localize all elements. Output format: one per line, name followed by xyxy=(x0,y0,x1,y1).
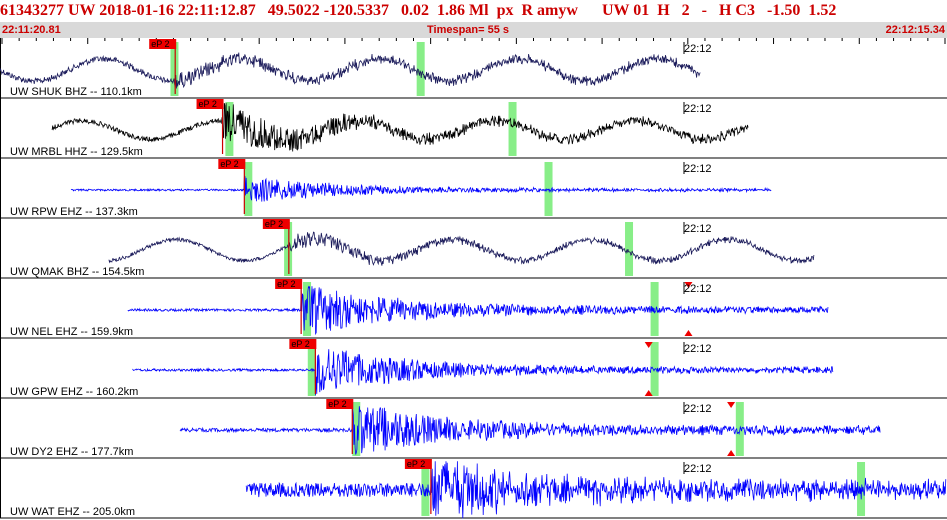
mag-type: Ml xyxy=(469,2,489,19)
station-label: UW QMAK BHZ -- 154.5km xyxy=(10,266,144,278)
amplitude-marker-bottom xyxy=(684,330,693,336)
network: UW xyxy=(68,2,96,19)
trace-panel[interactable]: eP 2 22:12 UW DY2 EHZ -- 177.7km xyxy=(0,398,947,459)
value-2: 1.52 xyxy=(808,2,837,19)
pick-window-highlight xyxy=(650,282,659,336)
dash: - xyxy=(701,2,707,19)
p-pick-label: eP 2 xyxy=(407,459,425,469)
event-id: 61343277 xyxy=(0,2,64,19)
waveform xyxy=(108,231,815,266)
hc-flag: H C3 xyxy=(718,2,755,19)
time-range-bar: 22:11:20.81 Timespan= 55 s 22:12:15.34 xyxy=(0,22,947,38)
p-pick-label: eP 2 xyxy=(328,399,346,409)
depth: 0.02 xyxy=(401,2,430,19)
p-pick-flag[interactable] xyxy=(196,99,224,109)
pick-window-highlight xyxy=(421,462,430,516)
flag-2: R xyxy=(521,2,534,19)
timespan: Timespan= 55 s xyxy=(427,24,509,36)
minute-mark: 22:12 xyxy=(684,223,712,235)
p-pick-label: eP 2 xyxy=(199,99,217,109)
minute-mark: 22:12 xyxy=(684,403,712,415)
time-ticks xyxy=(1,38,946,44)
waveform xyxy=(127,285,829,336)
minute-mark: 22:12 xyxy=(684,343,712,355)
waveform xyxy=(179,406,881,455)
station-label: UW MRBL HHZ -- 129.5km xyxy=(10,146,143,158)
p-pick-flag[interactable] xyxy=(326,399,354,409)
timespan-value: 55 s xyxy=(487,24,510,36)
author: amyw xyxy=(537,2,578,19)
trace-panel[interactable]: eP 2 22:12 UW QMAK BHZ -- 154.5km xyxy=(0,218,947,279)
minute-mark: 22:12 xyxy=(684,283,712,295)
p-pick-label: eP 2 xyxy=(265,219,283,229)
n-value: 2 xyxy=(681,2,690,19)
start-time: 22:11:20.81 xyxy=(2,24,61,36)
pick-window-highlight xyxy=(170,42,179,96)
timespan-label: Timespan= xyxy=(427,24,485,36)
trace-panel[interactable]: eP 2 22:12 UW GPW EHZ -- 160.2km xyxy=(0,338,947,399)
station-label: UW RPW EHZ -- 137.3km xyxy=(10,206,138,218)
station-label: UW GPW EHZ -- 160.2km xyxy=(10,386,138,398)
station-label: UW WAT EHZ -- 205.0km xyxy=(10,506,135,518)
waveform xyxy=(0,52,701,89)
magnitude: 1.86 xyxy=(437,2,466,19)
pick-window-highlight xyxy=(625,222,634,276)
minute-mark: 22:12 xyxy=(684,463,712,475)
amplitude-marker-top xyxy=(727,402,736,408)
p-pick-label: eP 2 xyxy=(220,159,238,169)
waveform xyxy=(51,103,749,152)
station-label: UW SHUK BHZ -- 110.1km xyxy=(10,86,142,98)
minute-mark: 22:12 xyxy=(684,103,712,115)
station-label: UW NEL EHZ -- 159.9km xyxy=(10,326,133,338)
p-pick-flag[interactable] xyxy=(262,219,290,229)
network-2: UW xyxy=(601,2,630,19)
waveform xyxy=(70,175,772,202)
trace-panel[interactable]: eP 2 22:12 UW RPW EHZ -- 137.3km xyxy=(0,158,947,219)
longitude: -120.5337 xyxy=(323,2,390,19)
p-pick-flag[interactable] xyxy=(149,39,177,49)
h-flag: H xyxy=(657,2,670,19)
latitude: 49.5022 xyxy=(267,2,320,19)
amplitude-marker-bottom xyxy=(644,390,653,396)
p-pick-label: eP 2 xyxy=(151,39,169,49)
p-pick-label: eP 2 xyxy=(291,339,309,349)
pick-window-highlight xyxy=(416,42,425,96)
flag-1: px xyxy=(496,2,514,19)
minute-mark: 22:12 xyxy=(684,163,712,175)
seismogram-traces[interactable]: eP 2 22:12 UW SHUK BHZ -- 110.1km eP 2 22:12… xyxy=(0,38,947,520)
trace-panel[interactable]: eP 2 22:12 UW WAT EHZ -- 205.0km xyxy=(0,458,947,519)
waveform xyxy=(245,461,947,519)
event-date: 2018-01-16 xyxy=(99,2,174,19)
minute-mark: 22:12 xyxy=(684,43,712,55)
trace-panel[interactable]: eP 2 22:12 UW MRBL HHZ -- 129.5km xyxy=(0,98,947,159)
event-time: 22:11:12.87 xyxy=(177,2,256,19)
pick-window-highlight xyxy=(352,402,361,456)
code: 01 xyxy=(633,2,650,19)
pick-window-highlight xyxy=(225,102,234,156)
amplitude-marker-bottom xyxy=(727,450,736,456)
p-pick-flag[interactable] xyxy=(218,159,246,169)
pick-window-highlight xyxy=(284,222,293,276)
amplitude-marker-top xyxy=(684,282,693,288)
p-pick-flag[interactable] xyxy=(275,279,303,289)
waveform xyxy=(132,349,834,396)
p-pick-flag[interactable] xyxy=(404,459,432,469)
event-header: 61343277 UW 2018-01-16 22:11:12.87 49.50… xyxy=(0,0,947,22)
p-pick-label: eP 2 xyxy=(277,279,295,289)
pick-window-highlight xyxy=(508,102,517,156)
value-1: -1.50 xyxy=(766,2,801,19)
station-label: UW DY2 EHZ -- 177.7km xyxy=(10,446,133,458)
end-time: 22:12:15.34 xyxy=(885,24,945,36)
trace-panel[interactable]: eP 2 22:12 UW SHUK BHZ -- 110.1km xyxy=(0,38,947,99)
trace-panel[interactable]: eP 2 22:12 UW NEL EHZ -- 159.9km xyxy=(0,278,947,339)
amplitude-marker-top xyxy=(644,342,653,348)
p-pick-flag[interactable] xyxy=(289,339,317,349)
